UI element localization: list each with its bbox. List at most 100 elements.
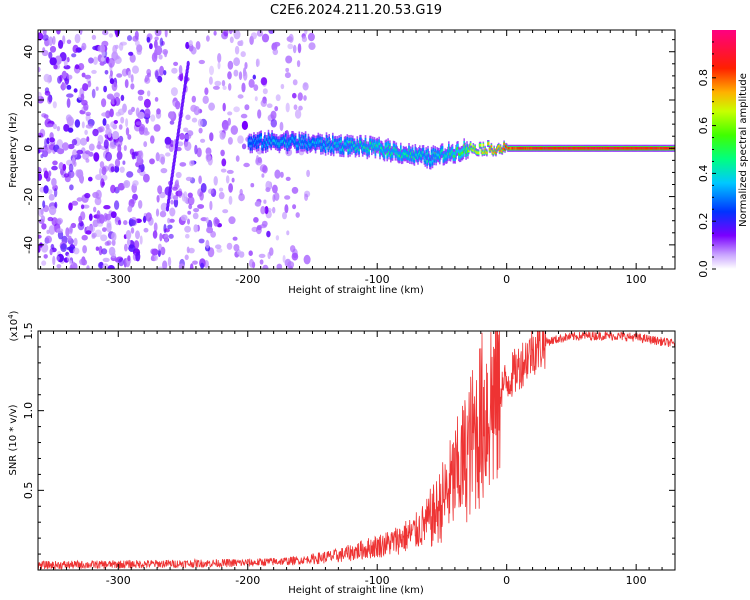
- heatmap-signal-core: [588, 147, 591, 150]
- heatmap-signal-core: [476, 151, 478, 154]
- heatmap-noise-blob: [302, 82, 309, 91]
- heatmap-noise-blob: [280, 171, 284, 178]
- heatmap-signal-core: [584, 147, 586, 150]
- heatmap-signal-core: [264, 138, 266, 141]
- heatmap-signal-core: [488, 147, 491, 151]
- heatmap-noise-blob: [62, 142, 69, 151]
- heatmap-signal-core: [437, 153, 439, 157]
- heatmap-signal-core: [429, 161, 432, 164]
- heatmap-signal-core: [362, 145, 365, 149]
- heatmap-noise-blob: [172, 186, 178, 191]
- heatmap-noise-blob: [80, 93, 85, 102]
- heatmap-noise-blob: [266, 230, 271, 238]
- heatmap-noise-blob: [189, 160, 195, 167]
- heatmap-signal-core: [598, 147, 601, 150]
- heatmap-signal-core: [255, 143, 258, 146]
- heatmap-noise-blob: [60, 168, 64, 175]
- heatmap-signal-core: [398, 154, 400, 158]
- heatmap-noise-blob: [151, 248, 159, 256]
- heatmap-noise-blob: [130, 227, 135, 234]
- heatmap-noise-blob: [157, 243, 162, 251]
- heatmap-signal-core: [356, 142, 359, 145]
- heatmap-noise-blob: [154, 97, 159, 102]
- heatmap-noise-blob: [136, 154, 142, 164]
- heatmap-noise-blob: [61, 70, 67, 79]
- heatmap-signal-core: [418, 152, 420, 156]
- heatmap-signal-core: [546, 147, 549, 150]
- snr-frame: [37, 330, 676, 571]
- heatmap-signal-core: [416, 154, 418, 157]
- heatmap-signal-core: [435, 156, 437, 160]
- heatmap-signal-core: [253, 138, 255, 141]
- heatmap-noise-blob: [106, 93, 114, 100]
- heatmap-signal-core: [431, 159, 434, 163]
- heatmap-signal-core: [325, 138, 328, 141]
- heatmap-noise-blob: [41, 113, 47, 118]
- heatmap-noise-blob: [184, 254, 189, 261]
- heatmap-signal-core: [561, 147, 563, 150]
- heatmap-noise-blob: [71, 200, 79, 206]
- heatmap-noise-blob: [252, 74, 256, 80]
- heatmap-noise-blob: [97, 45, 103, 53]
- heatmap-signal-core: [353, 144, 356, 147]
- heatmap-noise-blob: [123, 145, 127, 151]
- heatmap-noise-blob: [184, 225, 192, 233]
- heatmap-signal-core: [615, 147, 618, 150]
- heatmap-signal-core: [572, 147, 574, 150]
- heatmap-signal-core: [337, 144, 340, 148]
- heatmap-signal-core: [456, 147, 458, 151]
- heatmap-signal-core: [542, 147, 544, 150]
- heatmap-signal-core: [390, 153, 392, 157]
- snr-panel: -300 -200 -100 0 100 0.5 1.0 1.5 Height of str…: [7, 310, 676, 596]
- heatmap-signal-core: [384, 146, 387, 149]
- heatmap-signal-core: [596, 147, 599, 150]
- heatmap-signal-core: [522, 147, 524, 150]
- heatmap-noise-blob: [303, 95, 307, 101]
- heatmap-noise-blob: [231, 177, 235, 183]
- heatmap-noise-blob: [100, 57, 105, 62]
- heatmap-noise-blob: [120, 94, 125, 101]
- heatmap-noise-blob: [52, 101, 57, 109]
- heatmap-noise-blob: [145, 116, 149, 124]
- heatmap-noise-blob: [153, 124, 161, 132]
- heatmap-noise-blob: [91, 88, 96, 99]
- heatmap-signal-core: [423, 156, 426, 159]
- heatmap-noise-blob: [113, 120, 119, 124]
- heatmap-signal-core: [320, 146, 322, 149]
- heatmap-noise-blob: [198, 59, 205, 65]
- heatmap-noise-blob: [294, 109, 302, 119]
- heatmap-noise-blob: [304, 30, 308, 35]
- heatmap-signal-core: [448, 152, 451, 155]
- heatmap-noise-blob: [248, 78, 255, 88]
- heatmap-signal-core: [635, 147, 638, 150]
- heatmap-signal-core: [597, 147, 600, 150]
- heatmap-noise-blob: [118, 124, 123, 130]
- heatmap-noise-blob: [225, 175, 230, 184]
- heatmap-noise-blob: [127, 35, 132, 42]
- heatmap-noise-blob: [212, 85, 220, 90]
- heatmap-noise-blob: [272, 48, 279, 56]
- heatmap-signal-core: [581, 147, 583, 150]
- heatmap-noise-blob: [38, 66, 41, 73]
- heatmap-signal-core: [312, 140, 314, 144]
- heatmap-noise-blob: [175, 100, 181, 110]
- heatmap-signal-core: [513, 147, 515, 150]
- heatmap-signal-core: [414, 149, 417, 153]
- heatmap-noise-blob: [292, 92, 297, 99]
- heatmap-noise-blob: [238, 71, 243, 81]
- snr-x-ticks: -300 -200 -100 0 100: [40, 331, 676, 587]
- heatmap-noise-blob: [49, 137, 55, 143]
- heatmap-noise-blob: [228, 183, 234, 193]
- heatmap-noise-blob: [69, 184, 74, 191]
- heatmap-noise-blob: [135, 121, 142, 126]
- heatmap-noise-blob: [121, 68, 128, 77]
- heatmap-noise-blob: [103, 205, 111, 210]
- heatmap-noise-blob: [57, 148, 65, 155]
- heatmap-noise-blob: [285, 102, 290, 113]
- spectrogram-y-label: Frequency (Hz): [8, 112, 19, 188]
- heatmap-signal-core: [265, 140, 268, 144]
- heatmap-noise-blob: [143, 173, 150, 183]
- heatmap-signal-core: [632, 147, 634, 150]
- heatmap-signal-core: [533, 147, 535, 150]
- heatmap-noise-blob: [52, 255, 56, 266]
